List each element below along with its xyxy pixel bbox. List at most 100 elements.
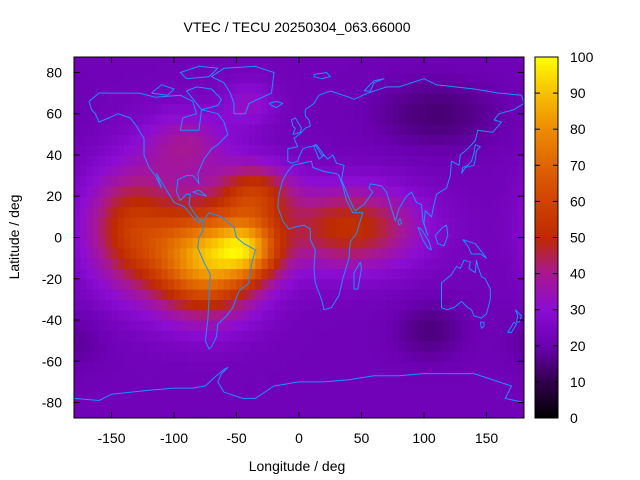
heat-cell: [449, 258, 456, 270]
heat-cell: [211, 258, 219, 270]
heat-cell: [124, 392, 131, 404]
heat-cell: [505, 381, 513, 393]
heat-cell: [349, 340, 356, 352]
heat-cell: [324, 268, 331, 280]
heat-cell: [461, 361, 469, 373]
heat-cell: [505, 412, 513, 418]
heat-cell: [317, 144, 325, 156]
heat-cell: [286, 206, 294, 218]
heat-cell: [486, 57, 494, 63]
heat-cell: [199, 412, 206, 418]
heat-cell: [361, 124, 369, 135]
heat-cell: [511, 62, 519, 74]
heat-cell: [142, 206, 150, 218]
heat-cell: [511, 361, 519, 373]
heat-cell: [205, 175, 213, 187]
heat-cell: [224, 113, 231, 125]
heat-cell: [167, 227, 175, 239]
heat-cell: [511, 258, 519, 270]
heat-cell: [461, 340, 469, 352]
heat-cell: [517, 165, 524, 177]
heat-cell: [399, 258, 406, 270]
heat-cell: [517, 247, 524, 259]
heat-cell: [411, 196, 419, 208]
heat-cell: [355, 165, 363, 177]
heat-cell: [217, 268, 225, 280]
heat-cell: [424, 340, 431, 352]
x-tick-label: 150: [475, 430, 499, 446]
heat-cell: [374, 144, 381, 156]
heat-cell: [292, 82, 300, 94]
heat-cell: [367, 57, 375, 63]
heat-cell: [286, 134, 294, 146]
heat-cell: [280, 144, 288, 156]
heat-cell: [111, 361, 119, 373]
heat-cell: [411, 206, 419, 218]
heat-cell: [361, 402, 369, 414]
heat-cell: [392, 103, 400, 115]
heat-cell: [174, 247, 181, 259]
heat-cell: [192, 144, 200, 156]
heat-cell: [374, 412, 381, 418]
heat-cell: [255, 185, 263, 197]
heat-cell: [267, 371, 275, 383]
heat-cell: [449, 381, 456, 393]
heat-cell: [355, 247, 363, 259]
heat-cell: [299, 381, 306, 393]
heat-cell: [492, 361, 500, 373]
heat-cell: [436, 185, 444, 197]
heat-cell: [149, 216, 156, 228]
heat-cell: [336, 371, 344, 383]
heat-cell: [267, 196, 275, 208]
heat-cell: [499, 175, 506, 187]
heat-cell: [99, 216, 106, 228]
heat-cell: [449, 154, 456, 166]
heat-cell: [317, 93, 325, 105]
heat-cell: [405, 175, 413, 187]
heat-cell: [99, 93, 106, 105]
heat-cell: [92, 247, 100, 259]
heat-cell: [349, 62, 356, 74]
heat-cell: [186, 196, 194, 208]
heat-cell: [299, 175, 306, 187]
heat-cell: [442, 309, 450, 321]
heat-cell: [274, 412, 281, 418]
heat-cell: [449, 350, 456, 362]
heat-cell: [267, 175, 275, 187]
heat-cell: [224, 289, 231, 300]
heat-cell: [355, 361, 363, 373]
heat-cell: [249, 258, 256, 270]
heat-cell: [211, 154, 219, 166]
heat-cell: [424, 412, 431, 418]
heat-cell: [236, 82, 244, 94]
heat-cell: [180, 206, 188, 218]
heat-cell: [486, 113, 494, 125]
heat-cell: [467, 278, 475, 290]
heat-cell: [330, 165, 338, 177]
heat-cell: [80, 175, 88, 187]
heat-cell: [161, 289, 169, 300]
heat-cell: [117, 340, 125, 352]
heat-cell: [149, 134, 156, 146]
heat-cell: [86, 154, 94, 166]
heat-cell: [99, 113, 106, 125]
heat-cell: [411, 57, 419, 63]
heat-cell: [142, 361, 150, 373]
heat-cell: [517, 412, 524, 418]
heat-cell: [155, 340, 163, 352]
heat-cell: [424, 299, 431, 311]
heat-cell: [449, 134, 456, 146]
heat-cell: [367, 165, 375, 177]
heat-cell: [486, 237, 494, 249]
heat-cell: [111, 299, 119, 311]
heat-cell: [124, 227, 131, 239]
heat-cell: [486, 361, 494, 373]
heat-cell: [174, 299, 181, 311]
heat-cell: [436, 227, 444, 239]
heat-cell: [80, 402, 88, 414]
heat-cell: [467, 371, 475, 383]
heat-cell: [417, 93, 425, 105]
heat-cell: [217, 278, 225, 290]
heat-cell: [161, 57, 169, 63]
heat-cell: [199, 154, 206, 166]
